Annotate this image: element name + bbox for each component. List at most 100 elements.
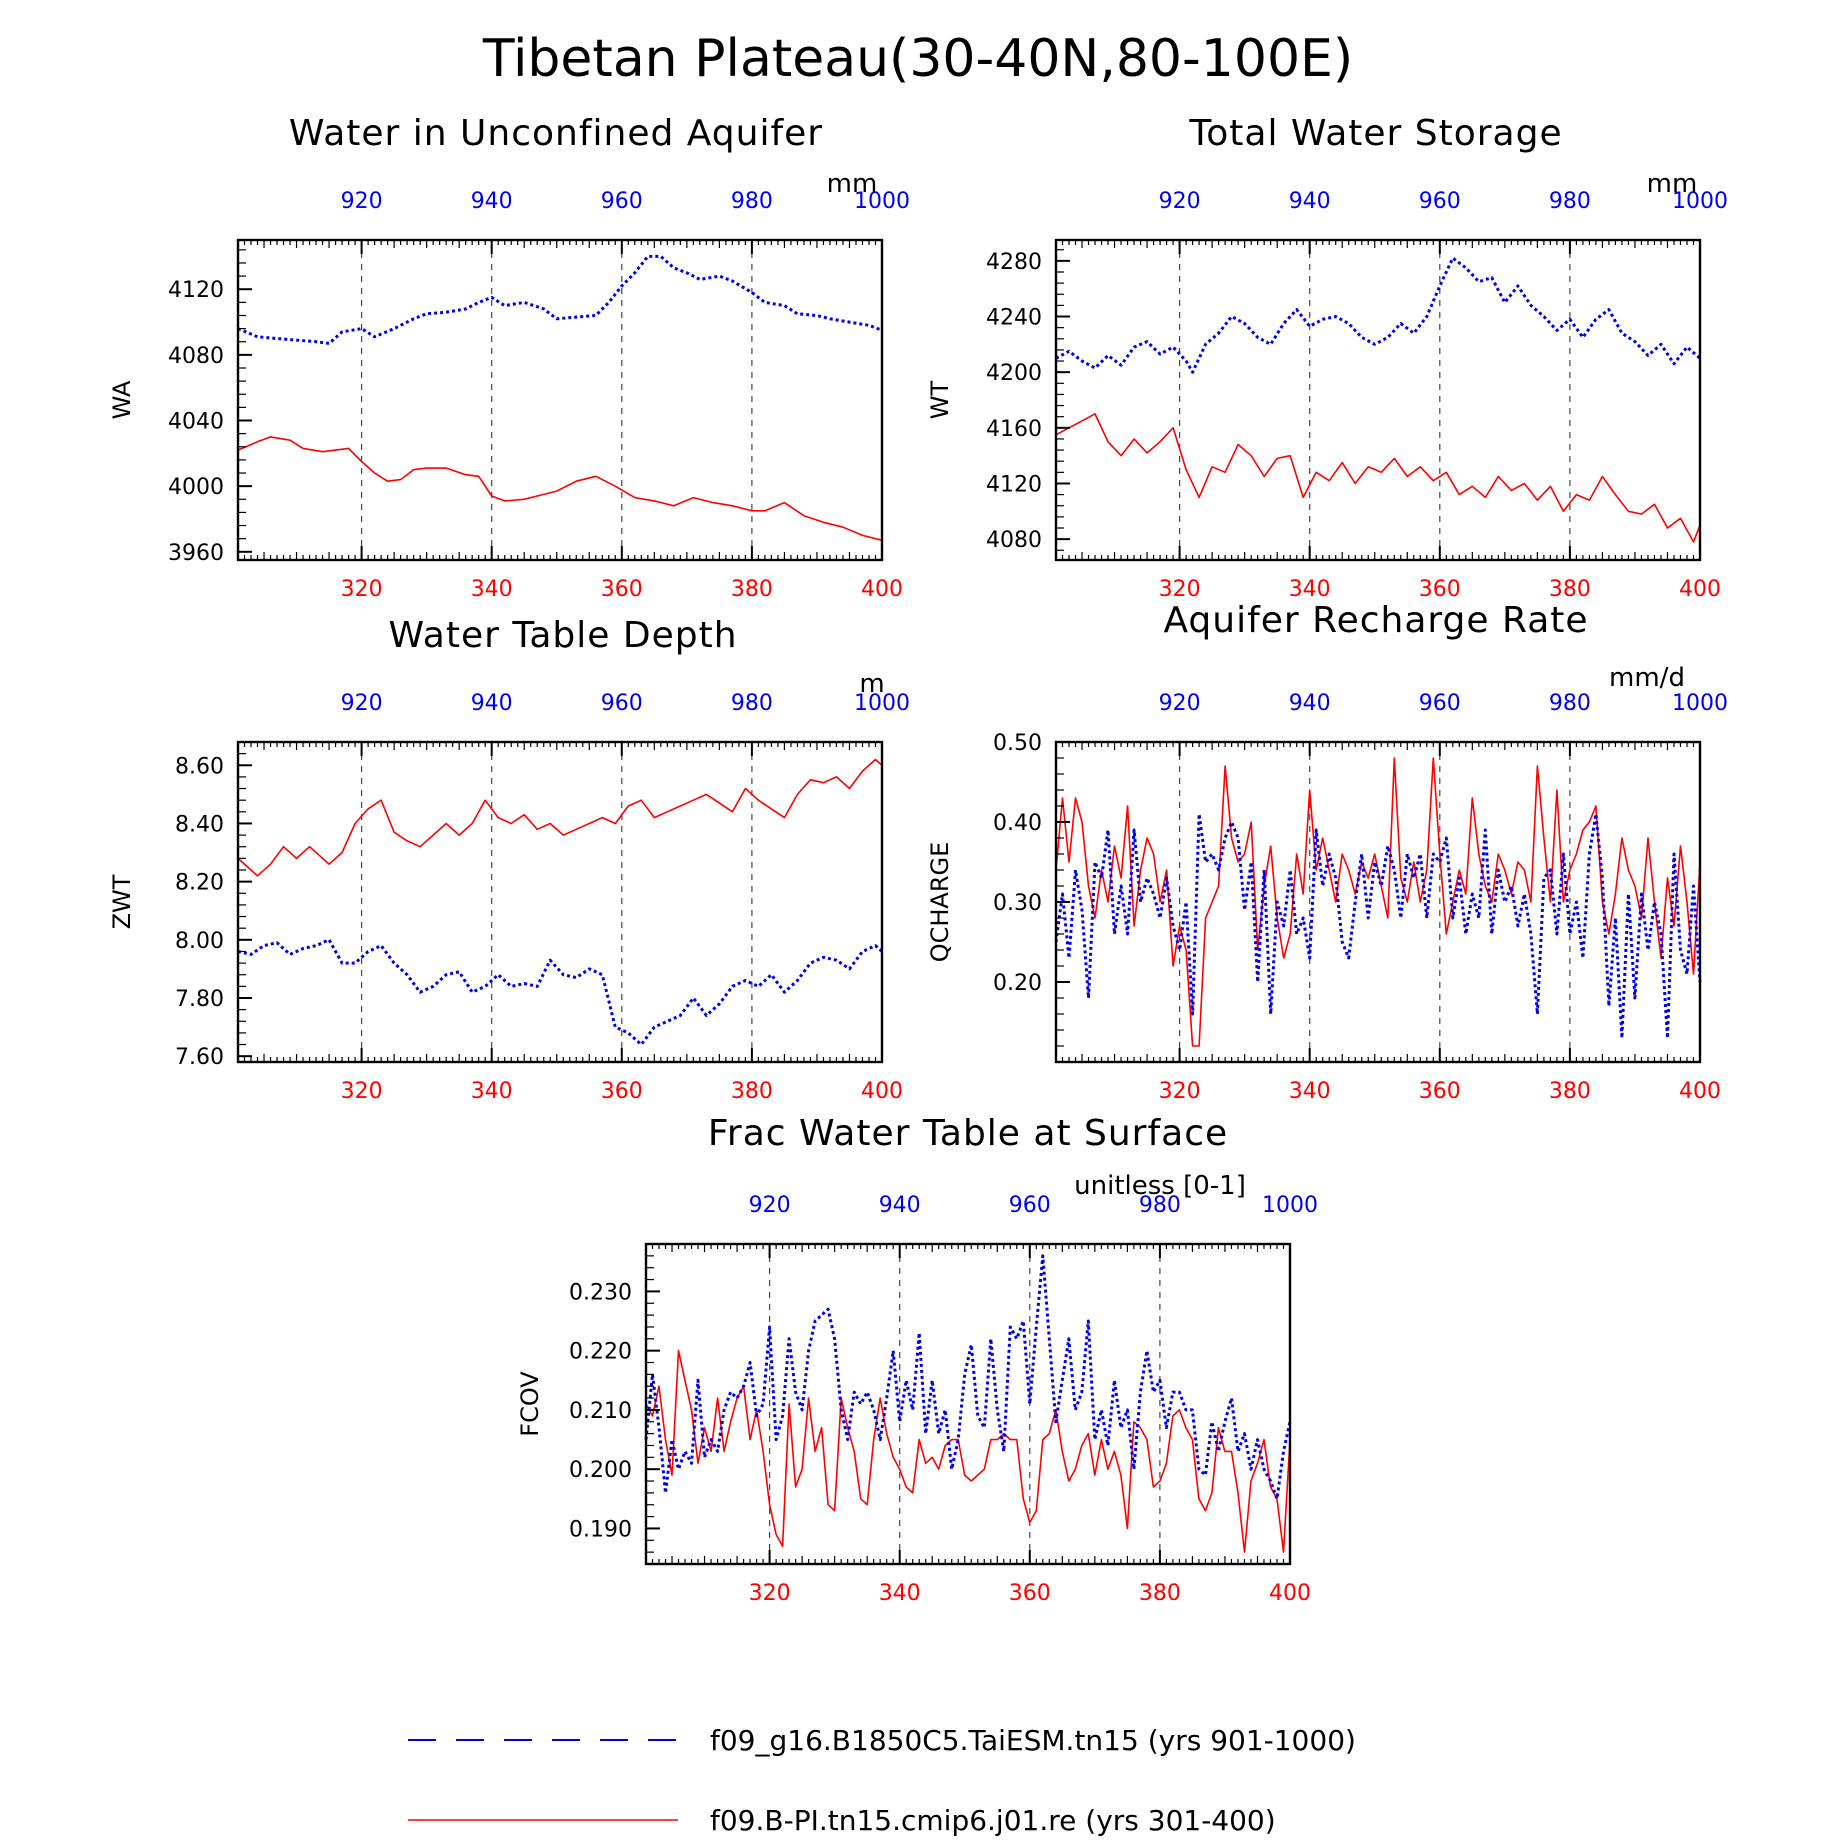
x-bottom-tick-label: 400 xyxy=(1679,577,1721,602)
x-top-tick-label: 960 xyxy=(1419,691,1461,716)
x-bottom-tick-label: 380 xyxy=(731,1079,773,1104)
x-bottom-tick-label: 400 xyxy=(1679,1079,1721,1104)
x-bottom-tick-label: 320 xyxy=(341,1079,383,1104)
x-bottom-tick-label: 340 xyxy=(471,577,513,602)
y-tick-label: 4280 xyxy=(986,250,1042,275)
panel-qcharge: Aquifer Recharge Rate mm/d QCHARGE 320 340 36… xyxy=(926,600,1728,1104)
series-line-blue xyxy=(237,938,884,1046)
y-tick-label: 4040 xyxy=(168,410,224,435)
x-bottom-tick-label: 360 xyxy=(1419,577,1461,602)
x-bottom-tick-label: 360 xyxy=(1419,1079,1461,1104)
y-tick-label: 0.40 xyxy=(993,811,1042,836)
series-line-blue xyxy=(237,254,883,345)
legend-label: f09.B-PI.tn15.cmip6.j01.re (yrs 301-400) xyxy=(710,1804,1276,1837)
y-tick-label: 0.190 xyxy=(569,1517,632,1542)
x-bottom-tick-label: 360 xyxy=(601,577,643,602)
plot-frame xyxy=(236,740,884,1064)
y-tick-label: 4080 xyxy=(986,528,1042,553)
y-axis-label-wt: WT xyxy=(926,380,954,419)
x-top-tick-label: 920 xyxy=(1159,189,1201,214)
y-tick-label: 8.20 xyxy=(175,871,224,896)
units-label-wa: mm xyxy=(827,169,878,199)
x-bottom-tick-label: 340 xyxy=(879,1581,921,1606)
x-bottom-tick-label: 400 xyxy=(861,1079,903,1104)
x-bottom-tick-label: 400 xyxy=(1269,1581,1311,1606)
x-top-tick-label: 920 xyxy=(341,189,383,214)
panel-wt: Total Water Storage mm WT 320 340 360 380 400 92… xyxy=(926,113,1728,602)
x-bottom-tick-label: 340 xyxy=(471,1079,513,1104)
x-top-tick-label: 960 xyxy=(601,691,643,716)
y-tick-label: 0.230 xyxy=(569,1280,632,1305)
units-label-fcov: unitless [0-1] xyxy=(1074,1171,1246,1201)
legend: f09_g16.B1850C5.TaiESM.tn15 (yrs 901-100… xyxy=(408,1724,1356,1837)
x-top-tick-label: 920 xyxy=(749,1193,791,1218)
y-tick-label: 3960 xyxy=(168,541,224,566)
x-bottom-tick-label: 380 xyxy=(1549,1079,1591,1104)
y-tick-label: 8.40 xyxy=(175,812,224,837)
y-tick-label: 7.60 xyxy=(175,1045,224,1070)
series-line-red xyxy=(237,758,883,877)
plot-frame xyxy=(1054,238,1702,562)
series-line-red xyxy=(237,436,883,542)
x-bottom-tick-label: 320 xyxy=(1159,577,1201,602)
panel-title-wa: Water in Unconfined Aquifer xyxy=(289,113,823,154)
x-top-tick-label: 980 xyxy=(731,691,773,716)
x-top-tick-label: 1000 xyxy=(1262,1193,1318,1218)
x-top-tick-label: 980 xyxy=(731,189,773,214)
x-top-tick-label: 980 xyxy=(1549,189,1591,214)
x-top-tick-label: 980 xyxy=(1549,691,1591,716)
series-line-blue xyxy=(1054,812,1702,1040)
y-tick-label: 0.220 xyxy=(569,1340,632,1365)
y-tick-label: 4120 xyxy=(986,472,1042,497)
panel-fcov: Frac Water Table at Surface unitless [0-1… xyxy=(516,1113,1318,1606)
units-label-qcharge: mm/d xyxy=(1609,663,1685,693)
x-bottom-tick-label: 380 xyxy=(1549,577,1591,602)
series-line-red xyxy=(1055,413,1701,543)
x-bottom-tick-label: 360 xyxy=(601,1079,643,1104)
x-bottom-tick-label: 340 xyxy=(1289,577,1331,602)
x-top-tick-label: 920 xyxy=(1159,691,1201,716)
x-top-tick-label: 940 xyxy=(471,189,513,214)
x-top-tick-label: 940 xyxy=(471,691,513,716)
plot-frame xyxy=(644,1242,1292,1566)
x-bottom-tick-label: 380 xyxy=(731,577,773,602)
y-tick-label: 8.00 xyxy=(175,929,224,954)
y-tick-label: 0.210 xyxy=(569,1399,632,1424)
y-axis-label-qcharge: QCHARGE xyxy=(926,842,954,963)
x-top-tick-label: 1000 xyxy=(854,189,910,214)
y-tick-label: 4240 xyxy=(986,306,1042,331)
x-bottom-tick-label: 360 xyxy=(1009,1581,1051,1606)
y-tick-label: 4120 xyxy=(168,278,224,303)
panel-title-wt: Total Water Storage xyxy=(1188,113,1562,154)
y-tick-label: 4080 xyxy=(168,344,224,369)
x-bottom-tick-label: 320 xyxy=(341,577,383,602)
y-tick-label: 8.60 xyxy=(175,754,224,779)
legend-label: f09_g16.B1850C5.TaiESM.tn15 (yrs 901-100… xyxy=(710,1724,1356,1757)
y-tick-label: 0.50 xyxy=(993,731,1042,756)
main-title: Tibetan Plateau(30-40N,80-100E) xyxy=(482,29,1353,89)
x-top-tick-label: 940 xyxy=(879,1193,921,1218)
y-tick-label: 4000 xyxy=(168,475,224,500)
x-top-tick-label: 960 xyxy=(1419,189,1461,214)
y-axis-label-zwt: ZWT xyxy=(108,874,136,929)
y-tick-label: 4160 xyxy=(986,417,1042,442)
units-label-wt: mm xyxy=(1647,169,1698,199)
series-line-blue xyxy=(1055,256,1701,374)
panel-zwt: Water Table Depth m ZWT 320 340 360 380 400 920 9… xyxy=(108,615,910,1104)
series-line-red xyxy=(645,1349,1291,1553)
x-top-tick-label: 940 xyxy=(1289,691,1331,716)
x-top-tick-label: 1000 xyxy=(854,691,910,716)
y-axis-label-fcov: FCOV xyxy=(516,1371,544,1437)
units-label-zwt: m xyxy=(859,669,884,699)
x-bottom-tick-label: 320 xyxy=(1159,1079,1201,1104)
series-line-blue xyxy=(644,1254,1292,1501)
x-top-tick-label: 1000 xyxy=(1672,691,1728,716)
x-top-tick-label: 1000 xyxy=(1672,189,1728,214)
x-bottom-tick-label: 380 xyxy=(1139,1581,1181,1606)
x-top-tick-label: 960 xyxy=(601,189,643,214)
y-tick-label: 7.80 xyxy=(175,987,224,1012)
x-top-tick-label: 920 xyxy=(341,691,383,716)
